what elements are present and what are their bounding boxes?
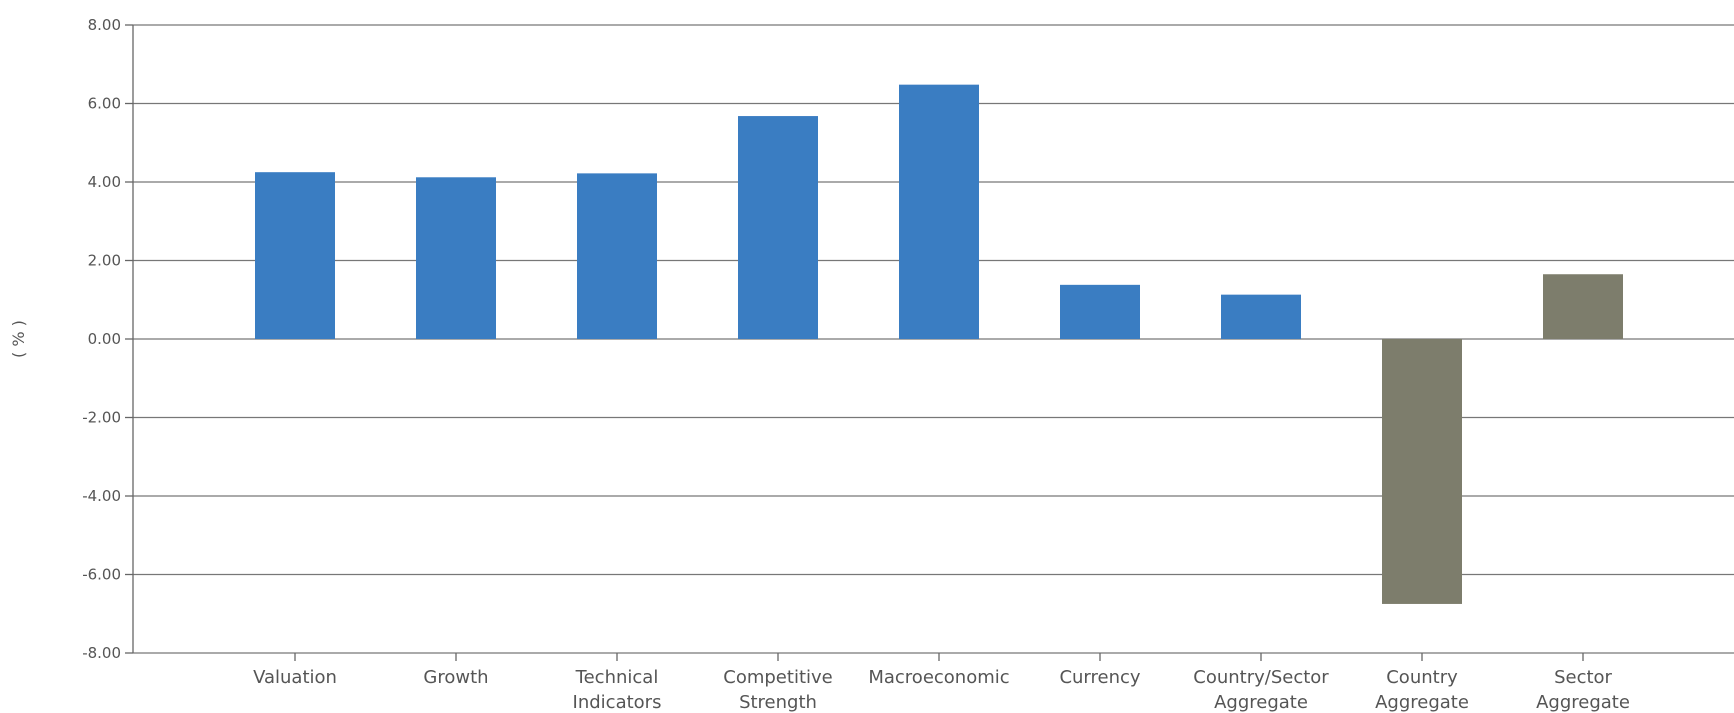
x-tick-label: Currency [1059,667,1140,688]
x-tick-label: Competitive Strength [723,667,832,713]
x-tick-labels: Valuation Growth Technical Indicators Compet… [253,667,1630,713]
bar [1382,339,1462,604]
y-tick-labels: 8.00 6.00 4.00 2.00 0.00 -2.00 -4.00 -6.00 -8.00 [82,16,121,662]
x-tick-label: Macroeconomic [868,667,1009,688]
axes [125,25,1583,661]
x-tick-label: Technical Indicators [573,667,662,713]
bar [416,177,496,339]
x-tick-label: Country/Sector Aggregate [1193,667,1329,713]
bar [738,116,818,339]
y-tick-label: -4.00 [82,487,121,505]
bar [1543,274,1623,339]
y-tick-label: 0.00 [88,330,121,348]
y-tick-label: -6.00 [82,566,121,584]
x-tick-label: Country Aggregate [1375,667,1469,713]
y-tick-label: 8.00 [88,16,121,34]
bars [255,85,1623,604]
y-tick-label: 4.00 [88,173,121,191]
y-tick-label: -8.00 [82,644,121,662]
bar [899,85,979,339]
x-tick-label: Valuation [253,667,337,688]
x-tick-label: Growth [423,667,488,688]
y-tick-label: 6.00 [88,95,121,113]
x-tick-label: Sector Aggregate [1536,667,1630,713]
y-axis-label: ( % ) [9,320,28,358]
y-tick-label: 2.00 [88,252,121,270]
y-tick-label: -2.00 [82,409,121,427]
bar [577,173,657,339]
bar [1221,295,1301,339]
bar [255,172,335,339]
bar [1060,285,1140,339]
